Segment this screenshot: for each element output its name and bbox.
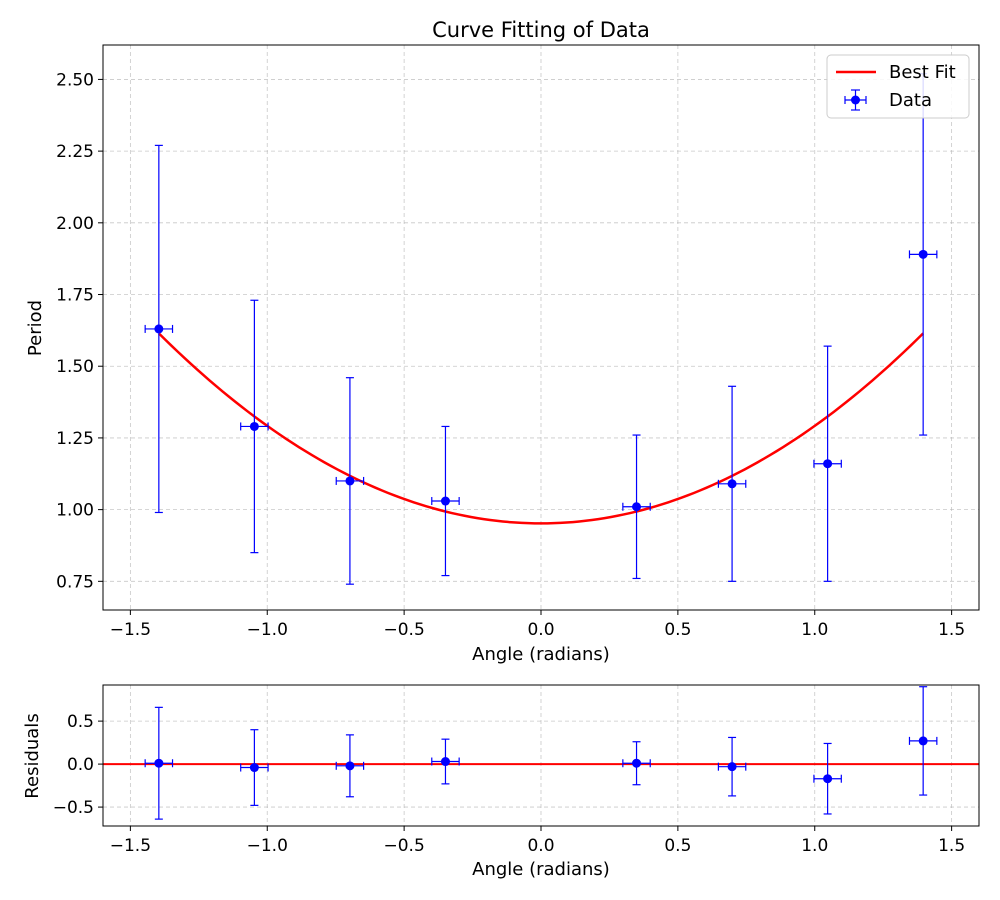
data-marker [345, 761, 355, 771]
x-tick-label: 0.5 [664, 620, 691, 640]
residuals-y-axis-label: Residuals [22, 713, 43, 798]
top-y-axis-label: Period [25, 300, 46, 356]
data-marker [727, 762, 737, 772]
top-x-ticks: −1.5 −1.0 −0.5 0.0 0.5 1.0 1.5 [110, 610, 965, 640]
y-tick-label: 2.50 [56, 70, 94, 90]
data-point [813, 742, 842, 815]
data-point [717, 736, 747, 797]
x-tick-label: 1.5 [938, 836, 965, 856]
top-fit-line-group [157, 332, 925, 525]
data-marker [727, 479, 737, 489]
data-point [431, 425, 460, 577]
top-data-points [144, 73, 938, 585]
data-point [335, 377, 365, 585]
legend-data-swatch [844, 89, 867, 111]
data-marker [154, 324, 164, 334]
y-tick-label: 1.00 [56, 501, 94, 521]
residuals-x-ticks: −1.5 −1.0 −0.5 0.0 0.5 1.0 1.5 [110, 826, 965, 856]
data-point [144, 144, 174, 514]
x-tick-label: 0.5 [664, 836, 691, 856]
data-point [240, 299, 269, 554]
y-tick-label: 2.25 [56, 142, 94, 162]
data-marker [440, 496, 450, 506]
data-point [144, 706, 174, 820]
y-tick-label: −0.5 [53, 798, 94, 818]
data-marker [632, 758, 642, 768]
legend-data-label: Data [889, 90, 932, 111]
legend: Best Fit Data [826, 54, 970, 119]
y-tick-label: 0.75 [56, 572, 94, 592]
top-chart: −1.5 −1.0 −0.5 0.0 0.5 1.0 1.5 0.75 1.00 1.25 1.5… [25, 18, 980, 665]
top-x-axis-label: Angle (radians) [472, 644, 610, 665]
x-tick-label: −1.0 [247, 836, 288, 856]
x-tick-label: 0.0 [527, 836, 554, 856]
data-marker [345, 476, 355, 486]
residuals-grid [103, 685, 979, 826]
residuals-y-ticks: −0.5 0.0 0.5 [53, 712, 103, 818]
data-marker [823, 774, 833, 784]
x-tick-label: 1.0 [801, 836, 828, 856]
y-tick-label: 1.50 [56, 357, 94, 377]
x-tick-label: −1.5 [110, 836, 151, 856]
data-point [240, 729, 269, 806]
data-marker [154, 758, 164, 768]
residuals-chart: −1.5 −1.0 −0.5 0.0 0.5 1.0 1.5 −0.5 0.0 0.5 Angl… [22, 684, 980, 880]
y-tick-label: 1.75 [56, 286, 94, 306]
data-marker [918, 249, 928, 259]
y-tick-label: 0.0 [67, 755, 94, 775]
y-tick-label: 1.25 [56, 429, 94, 449]
data-marker [249, 763, 259, 773]
data-marker [632, 502, 642, 512]
data-point [335, 734, 365, 798]
x-tick-label: 0.0 [527, 620, 554, 640]
y-tick-label: 2.00 [56, 214, 94, 234]
data-marker [440, 757, 450, 767]
data-point [717, 385, 747, 582]
data-marker [823, 459, 833, 469]
data-marker [918, 736, 928, 746]
y-tick-label: 0.5 [67, 712, 94, 732]
residuals-data-points [144, 686, 938, 820]
data-point [431, 738, 460, 785]
top-grid [103, 45, 979, 610]
x-tick-label: 1.5 [938, 620, 965, 640]
data-marker [249, 421, 259, 431]
legend-best-fit-label: Best Fit [889, 62, 956, 83]
data-point [622, 741, 651, 786]
x-tick-label: −1.5 [110, 620, 151, 640]
chart-title: Curve Fitting of Data [432, 18, 650, 42]
x-tick-label: −1.0 [247, 620, 288, 640]
x-tick-label: −0.5 [383, 836, 424, 856]
top-y-ticks: 0.75 1.00 1.25 1.50 1.75 2.00 2.25 2.50 [56, 70, 103, 592]
best-fit-line [157, 332, 925, 525]
x-tick-label: −0.5 [383, 620, 424, 640]
data-point [908, 73, 938, 436]
data-point [622, 434, 651, 580]
x-tick-label: 1.0 [801, 620, 828, 640]
data-point [813, 345, 842, 582]
residuals-x-axis-label: Angle (radians) [472, 859, 610, 880]
data-point [908, 686, 938, 796]
